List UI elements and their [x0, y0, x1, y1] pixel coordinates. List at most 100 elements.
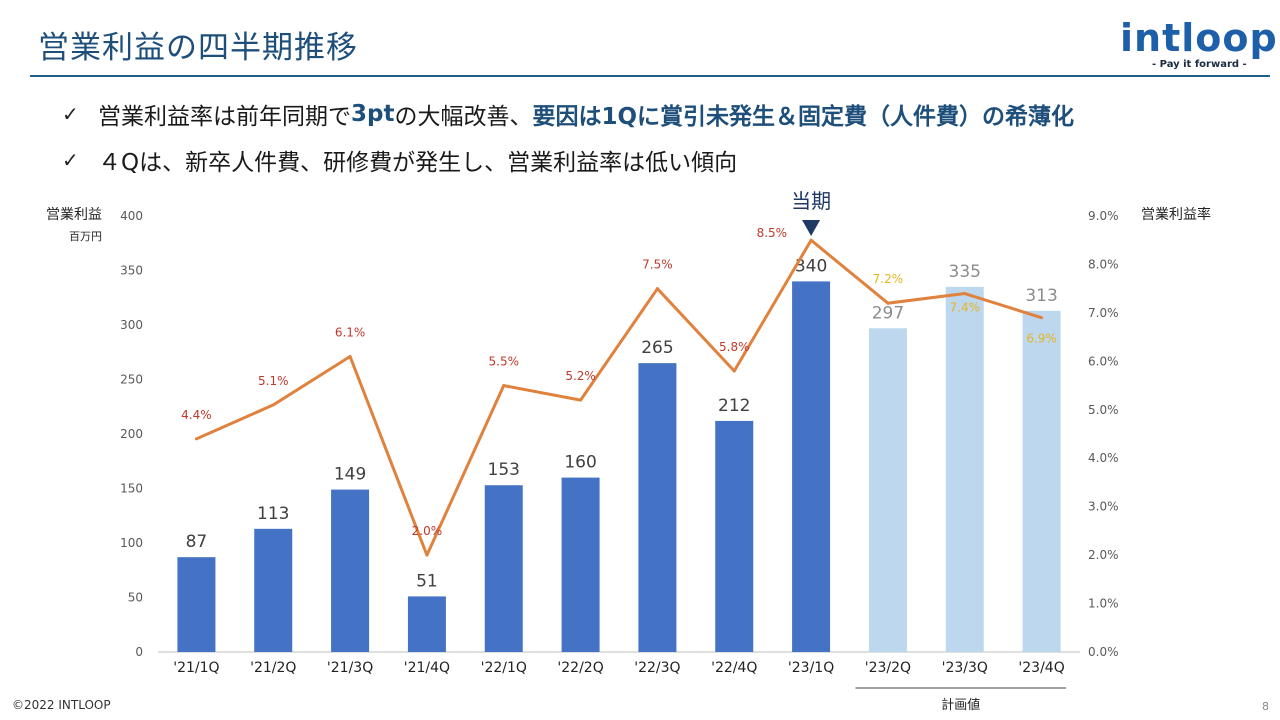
right-axis-tick-label: 8.0% — [1088, 257, 1119, 271]
right-axis-tick-label: 2.0% — [1088, 548, 1119, 562]
x-tick-label: '21/3Q — [327, 660, 373, 676]
line-point — [655, 287, 659, 291]
left-axis-tick-label: 0 — [135, 645, 143, 659]
line-point — [425, 553, 429, 557]
bar-value-label: 313 — [1025, 286, 1057, 306]
left-axis-tick-label: 400 — [120, 209, 143, 223]
bar-value-label: 212 — [718, 396, 750, 416]
company-logo: intloop - Pay it forward - — [1120, 16, 1277, 74]
left-axis-tick-label: 350 — [120, 264, 143, 278]
bar-value-label: 265 — [641, 338, 673, 358]
line-value-label: 8.5% — [757, 226, 788, 240]
line-point — [579, 398, 583, 402]
line-value-label: 4.4% — [181, 408, 212, 422]
bullet-item: ✓ 営業利益率は前年同期で 3pt の大幅改善、 要因は1Qに賞引未発生＆固定費（人件… — [62, 96, 1074, 132]
line-value-label: 2.0% — [412, 524, 443, 538]
bar-value-label: 153 — [488, 460, 520, 480]
bar — [484, 485, 523, 652]
line-point — [194, 437, 198, 441]
bar — [331, 489, 370, 652]
bar-value-label: 87 — [186, 532, 208, 552]
bar — [638, 363, 677, 652]
line-point — [963, 292, 967, 296]
x-tick-label: '21/4Q — [404, 660, 450, 676]
x-tick-label: '22/1Q — [481, 660, 527, 676]
right-axis-tick-label: 0.0% — [1088, 645, 1119, 659]
x-tick-label: '23/1Q — [788, 660, 834, 676]
bullet-text: ４Qは、新卒人件費、研修費が発生し、営業利益率は低い傾向 — [98, 150, 738, 176]
check-icon: ✓ — [62, 102, 79, 126]
right-axis-tick-label: 6.0% — [1088, 354, 1119, 368]
left-axis-title: 営業利益 — [46, 207, 102, 223]
right-axis-tick-label: 9.0% — [1088, 209, 1119, 223]
current-period-label: 当期 — [791, 189, 831, 213]
bar — [715, 420, 754, 652]
line-point — [732, 369, 736, 373]
x-tick-label: '22/4Q — [711, 660, 757, 676]
line-value-label: 6.9% — [1026, 332, 1057, 346]
right-axis-tick-label: 7.0% — [1088, 306, 1119, 320]
left-axis-tick-label: 300 — [120, 318, 143, 332]
x-tick-label: '21/1Q — [173, 660, 219, 676]
check-icon: ✓ — [62, 148, 79, 172]
bar — [254, 528, 293, 652]
bar-value-label: 340 — [795, 256, 827, 276]
page-number: 8 — [1262, 700, 1269, 713]
line-point — [271, 403, 275, 407]
line-value-label: 5.8% — [719, 340, 750, 354]
bar — [945, 286, 984, 652]
x-tick-label: '21/2Q — [250, 660, 296, 676]
current-period-marker — [802, 220, 821, 236]
line-value-label: 6.1% — [335, 325, 366, 339]
x-tick-label: '23/4Q — [1018, 660, 1064, 676]
margin-rate-line — [195, 238, 1043, 557]
bullet-item: ✓ ４Qは、新卒人件費、研修費が発生し、営業利益率は低い傾向 — [62, 142, 1074, 178]
line-value-label: 5.2% — [565, 369, 596, 383]
x-tick-label: '23/3Q — [942, 660, 988, 676]
bullet-text: 営業利益率は前年同期で — [98, 104, 351, 130]
right-axis-tick-label: 5.0% — [1088, 403, 1119, 417]
bar — [792, 281, 831, 652]
line-point — [809, 238, 813, 242]
copyright: ©2022 INTLOOP — [12, 698, 111, 712]
line-point — [502, 384, 506, 388]
left-axis-tick-label: 250 — [120, 373, 143, 387]
left-axis-tick-label: 150 — [120, 482, 143, 496]
bar — [561, 477, 600, 652]
summary-bullets: ✓ 営業利益率は前年同期で 3pt の大幅改善、 要因は1Qに賞引未発生＆固定費（人件… — [62, 96, 1074, 188]
bar-value-label: 297 — [872, 303, 904, 323]
line-value-label: 5.1% — [258, 374, 289, 388]
bullet-highlight: 要因は1Qに賞引未発生＆固定費（人件費）の希薄化 — [532, 104, 1075, 130]
line-point — [886, 301, 890, 305]
line-value-label: 7.2% — [873, 272, 904, 286]
right-axis-tick-label: 3.0% — [1088, 500, 1119, 514]
bar-value-label: 113 — [257, 504, 289, 524]
left-axis-tick-label: 200 — [120, 427, 143, 441]
line-value-label: 7.5% — [642, 258, 673, 272]
page-title: 営業利益の四半期推移 — [38, 30, 358, 66]
line-value-label: 5.5% — [489, 355, 520, 369]
bar — [407, 596, 446, 652]
left-axis-tick-label: 100 — [120, 536, 143, 550]
bullet-highlight: 3pt — [351, 101, 395, 127]
right-axis-tick-label: 1.0% — [1088, 597, 1119, 611]
bullet-text: の大幅改善、 — [394, 104, 533, 130]
title-divider — [30, 75, 1270, 77]
x-tick-label: '22/2Q — [557, 660, 603, 676]
bar-value-label: 149 — [334, 465, 366, 485]
right-axis-title: 営業利益率 — [1141, 206, 1211, 223]
right-axis-tick-label: 4.0% — [1088, 451, 1119, 465]
logo-tagline: - Pay it forward - — [1152, 59, 1247, 70]
logo-text: intloop — [1120, 16, 1278, 60]
left-axis-unit: 百万円 — [69, 230, 102, 243]
bar-value-label: 51 — [416, 571, 438, 591]
bar-value-label: 335 — [949, 262, 981, 282]
bar — [177, 557, 216, 652]
bar — [1022, 310, 1061, 652]
plan-label: 計画値 — [941, 697, 980, 713]
x-tick-label: '23/2Q — [865, 660, 911, 676]
bar-value-label: 160 — [564, 453, 596, 473]
line-point — [1040, 316, 1044, 320]
left-axis-tick-label: 50 — [128, 591, 143, 605]
